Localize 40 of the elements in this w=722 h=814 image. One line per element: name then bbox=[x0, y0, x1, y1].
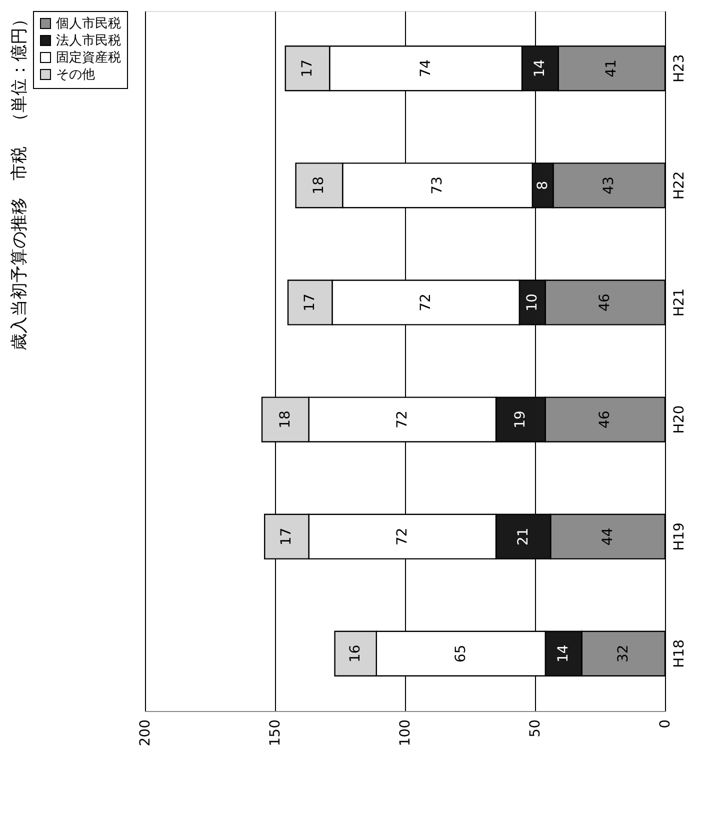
legend-label: 法人市民税 bbox=[56, 34, 121, 48]
text: 歳入当初予算の推移 市税 （単位：億円） bbox=[10, 10, 30, 350]
y-tick-label: H21 bbox=[672, 288, 688, 317]
data-label: 21 bbox=[515, 528, 532, 546]
data-label: 16 bbox=[348, 644, 364, 663]
x-tick-label: 100 bbox=[398, 720, 414, 746]
y-tick-label: H23 bbox=[672, 54, 688, 83]
y-tick-label: H22 bbox=[672, 171, 688, 200]
legend-label: その他 bbox=[56, 68, 95, 82]
x-tick-label: 150 bbox=[268, 720, 284, 746]
data-label: 72 bbox=[394, 528, 410, 546]
data-label: 14 bbox=[532, 59, 548, 78]
data-label: 43 bbox=[601, 176, 618, 194]
x-tick-label: 50 bbox=[528, 720, 544, 738]
data-label: 18 bbox=[277, 410, 294, 428]
x-tick-label: 0 bbox=[658, 720, 674, 728]
data-label: 32 bbox=[615, 644, 632, 663]
y-tick-label: H20 bbox=[672, 405, 688, 434]
data-label: 72 bbox=[418, 294, 434, 312]
data-label: 19 bbox=[512, 410, 529, 428]
data-label: 74 bbox=[418, 59, 434, 78]
data-label: 73 bbox=[430, 176, 446, 194]
data-label: 46 bbox=[597, 293, 614, 312]
data-label: 46 bbox=[597, 410, 614, 428]
y-tick-label: H19 bbox=[672, 522, 688, 551]
x-tick-label: 200 bbox=[138, 720, 154, 746]
data-label: 44 bbox=[600, 528, 616, 546]
y-tick-label: H18 bbox=[672, 639, 688, 668]
data-label: 14 bbox=[556, 644, 572, 663]
data-label: 10 bbox=[524, 294, 540, 312]
data-label: 17 bbox=[300, 59, 316, 78]
data-label: 41 bbox=[604, 59, 620, 78]
legend-label: 固定資産税 bbox=[56, 50, 121, 66]
data-label: 8 bbox=[534, 180, 551, 190]
data-label: 72 bbox=[394, 410, 410, 428]
data-label: 18 bbox=[311, 176, 328, 194]
data-label: 17 bbox=[278, 528, 295, 546]
data-label: 65 bbox=[452, 644, 469, 663]
data-label: 17 bbox=[302, 294, 318, 312]
legend-label: 個人市民税 bbox=[56, 16, 121, 32]
